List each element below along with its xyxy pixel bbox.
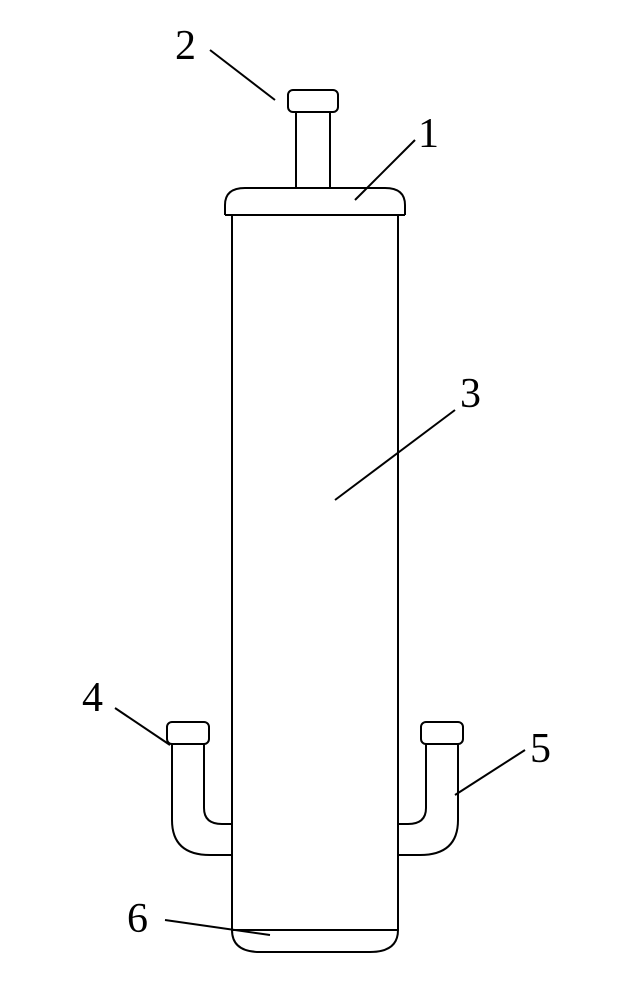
label-2: 2 [175,22,196,70]
right-pipe [398,722,463,855]
label-5: 5 [530,725,551,773]
top-cap [225,188,405,215]
top-nozzle [296,112,330,188]
technical-drawing-svg [0,0,633,1000]
label-6: 6 [127,895,148,943]
main-body [232,215,398,930]
diagram-container: 1 2 3 4 5 6 [0,0,633,1000]
top-nozzle-fitting [288,90,338,112]
label-1: 1 [418,110,439,158]
left-pipe [167,722,232,855]
leader-lines [115,50,525,935]
label-3: 3 [460,370,481,418]
label-4: 4 [82,674,103,722]
